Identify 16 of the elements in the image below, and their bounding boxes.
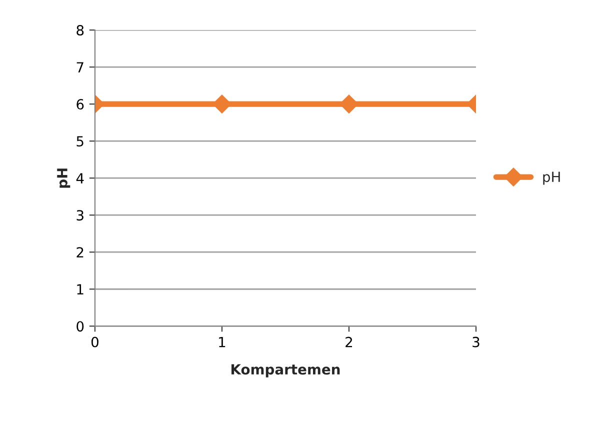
x-tick-label: 0 (91, 336, 98, 348)
x-tick-label: 3 (472, 336, 480, 348)
y-tick-label: 2 (76, 247, 84, 258)
y-tick-label: 5 (76, 136, 84, 147)
y-tick-label: 0 (76, 321, 84, 332)
legend-label: pH (543, 172, 560, 185)
y-tick-label: 4 (76, 173, 84, 184)
y-tick-label: 6 (76, 99, 84, 110)
y-tick-label: 3 (76, 210, 84, 221)
x-axis-title: Kompartemen (231, 364, 340, 378)
y-tick-label: 7 (76, 62, 84, 72)
y-tick-label: 8 (76, 25, 84, 36)
x-tick-label: 2 (346, 336, 352, 348)
y-tick-label: 1 (77, 284, 84, 294)
x-tick-label: 1 (219, 336, 226, 348)
y-axis-title: pH (57, 168, 70, 188)
